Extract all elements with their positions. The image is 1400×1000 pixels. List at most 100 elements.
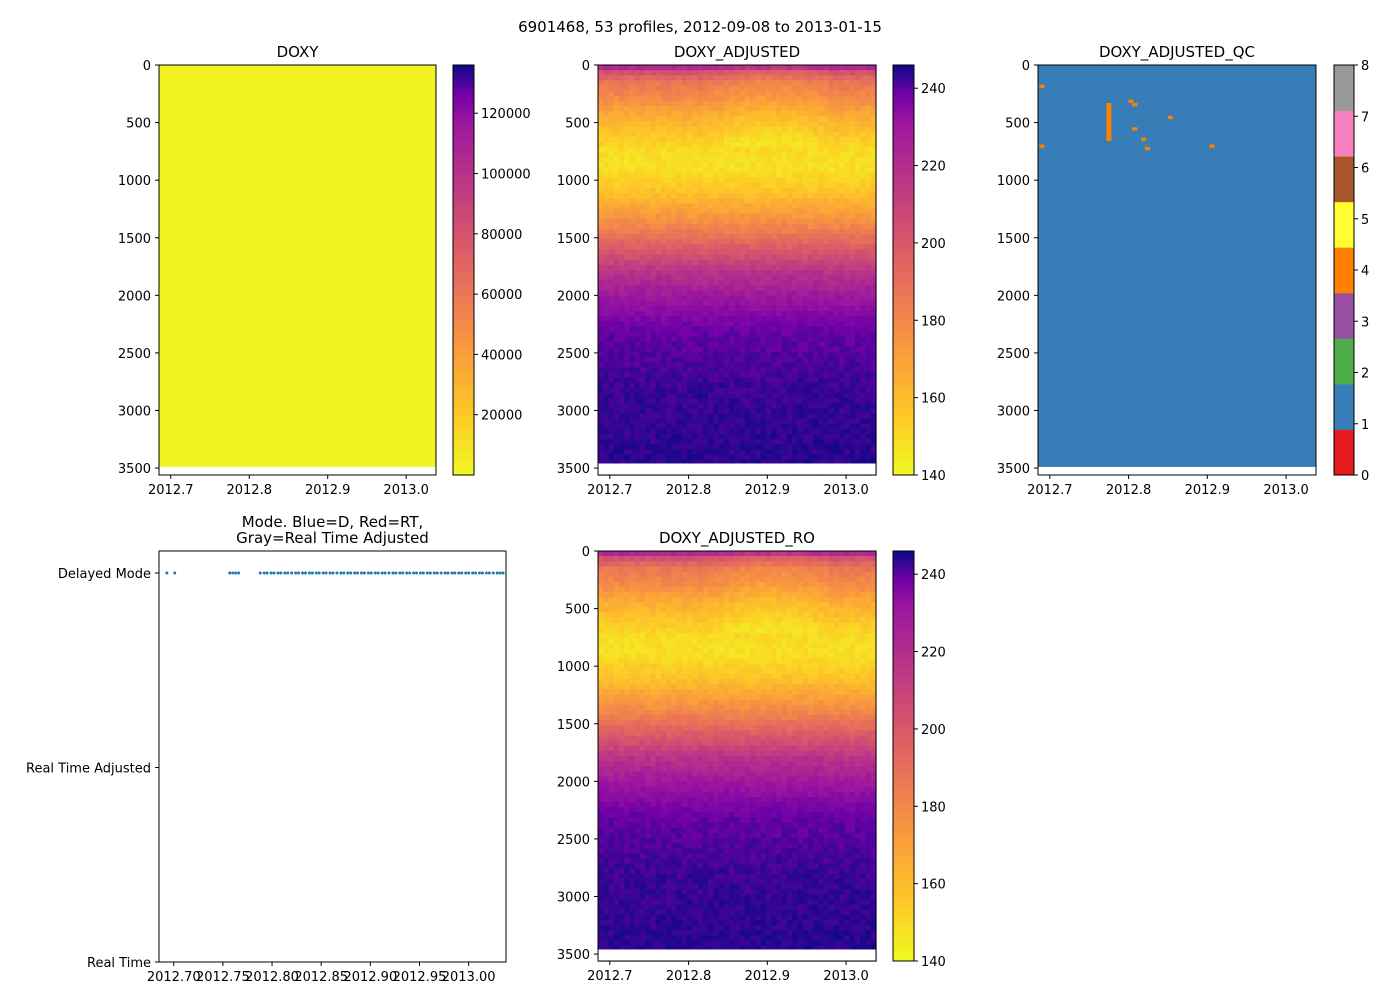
doxy-adjusted-cell (828, 305, 835, 312)
doxy-adjusted-ro-cell (598, 863, 604, 870)
doxy-adjusted-cell (618, 172, 625, 179)
doxy-adjusted-ro-cell (624, 909, 631, 916)
doxy-adjusted-cell (713, 352, 720, 358)
doxy-adjusted-ro-cell (603, 848, 610, 854)
doxy-adjusted-cell (823, 418, 830, 425)
doxy-adjusted-cell (807, 382, 814, 389)
doxy-adjusted-cell (660, 70, 667, 76)
doxy-adjusted-cell (786, 454, 793, 461)
doxy-adjusted-ro-cell (598, 791, 604, 798)
doxy-adjusted-cell (839, 254, 846, 261)
doxy-adjusted-ro-cell (624, 658, 631, 665)
doxy-adjusted-cell (765, 208, 772, 215)
doxy-adjusted-cell (776, 95, 783, 102)
doxy-adjusted-cell (697, 316, 704, 322)
doxy-adjusted-cell (739, 218, 746, 225)
doxy-adjusted-cell (744, 116, 751, 122)
doxy-adjusted-cell (776, 80, 783, 87)
doxy-adjusted-cell (839, 218, 846, 225)
doxy-adjusted-cell (666, 362, 673, 368)
doxy-adjusted-cell (807, 65, 814, 71)
doxy-adjusted-cell (776, 116, 783, 122)
doxy-adjusted-cell (702, 398, 709, 404)
doxy-adjusted-cell (818, 423, 825, 430)
doxy-adjusted-cell (807, 352, 814, 358)
doxy-adjusted-cell (645, 408, 652, 415)
doxy-adjusted-cell (618, 126, 625, 133)
doxy-adjusted-cell (639, 341, 646, 348)
doxy-adjusted-cell (765, 403, 772, 409)
doxy-adjusted-cell (692, 80, 699, 87)
doxy-adjusted-cell (723, 182, 730, 189)
doxy-adjusted-ro-cell (618, 925, 625, 931)
doxy-adjusted-cell (797, 198, 804, 204)
doxy-adjusted-ro-cell (613, 920, 620, 926)
doxy-adjusted-cell (660, 311, 667, 317)
doxy-adjusted-cell (870, 300, 877, 307)
doxy-adjusted-cell (666, 311, 673, 317)
doxy-adjusted-cell (613, 418, 620, 425)
doxy-adjusted-cell (692, 152, 699, 158)
doxy-adjusted-ro-cell (618, 848, 625, 854)
doxy-adjusted-cell (855, 106, 861, 112)
doxy-adjusted-cell (655, 285, 662, 292)
doxy-adjusted-cell (676, 80, 683, 87)
doxy-adjusted-cell (608, 172, 615, 179)
doxy-adjusted-cell (598, 90, 604, 97)
doxy-adjusted-cell (666, 387, 673, 394)
doxy-adjusted-cell (802, 95, 809, 102)
doxy-adjusted-cell (781, 357, 788, 363)
doxy-adjusted-cell (792, 377, 798, 384)
doxy-adjusted-ytick-label: 1500 (557, 232, 590, 247)
doxy-adjusted-cell (786, 341, 793, 348)
doxy-adjusted-ro-cell (603, 750, 610, 757)
doxy-adjusted-cell (681, 352, 688, 358)
doxy-adjusted-cell (603, 95, 610, 102)
doxy-adjusted-cell (771, 100, 777, 107)
doxy-adjusted-cell (624, 259, 631, 266)
doxy-adjusted-cell (755, 136, 762, 143)
doxy-adjusted-cell (634, 70, 641, 76)
doxy-adjusted-cell (750, 362, 756, 368)
doxy-adjusted-cell (860, 418, 867, 425)
doxy-adjusted-cell (813, 193, 819, 199)
doxy-adjusted-cell (613, 413, 620, 420)
doxy-adjusted-cell (618, 382, 625, 389)
doxy-adjusted-cell (671, 372, 678, 379)
doxy-adjusted-cell (776, 147, 783, 153)
doxy-adjusted-ytick-label: 2500 (557, 347, 590, 362)
doxy-adjusted-cell (645, 352, 652, 358)
doxy-adjusted-cell (618, 147, 625, 153)
doxy-adjusted-cell (760, 198, 767, 204)
doxy-adjusted-cell (629, 434, 636, 440)
doxy-adjusted-cell (697, 213, 704, 220)
doxy-adjusted-cell (807, 367, 814, 374)
doxy-adjusted-cell (818, 126, 825, 133)
doxy-adjusted-cell (855, 439, 861, 445)
doxy-adjusted-cell (750, 152, 756, 158)
doxy-adjusted-cell (755, 229, 762, 235)
mode-point (405, 571, 409, 575)
doxy-adjusted-cell (792, 131, 798, 138)
doxy-adjusted-cell (718, 352, 725, 358)
doxy-adjusted-cell (708, 95, 714, 102)
doxy-adjusted-cell (786, 270, 793, 276)
doxy-adjusted-cell (660, 398, 667, 404)
doxy-adjusted-cell (718, 413, 725, 420)
doxy-adjusted-cell (655, 80, 662, 87)
doxy-adjusted-cell (650, 188, 657, 194)
doxy-adjusted-cell (755, 106, 762, 112)
doxy-adjusted-cell (823, 198, 830, 204)
doxy-adjusted-cell (771, 249, 777, 256)
doxy-adjusted-cell (639, 300, 646, 307)
doxy-adjusted-cell (676, 352, 683, 358)
doxy-adjusted-cell (734, 382, 741, 389)
doxy-adjusted-cell (692, 136, 699, 143)
doxy-adjusted-cell (603, 393, 610, 399)
doxy-adjusted-cell (865, 198, 872, 204)
doxy-adjusted-cell (713, 362, 720, 368)
doxy-adjusted-cell (813, 152, 819, 158)
doxy-adjusted-cell (702, 434, 709, 440)
doxy-adjusted-ro-cell (598, 638, 604, 644)
doxy-adjusted-cell (671, 254, 678, 261)
